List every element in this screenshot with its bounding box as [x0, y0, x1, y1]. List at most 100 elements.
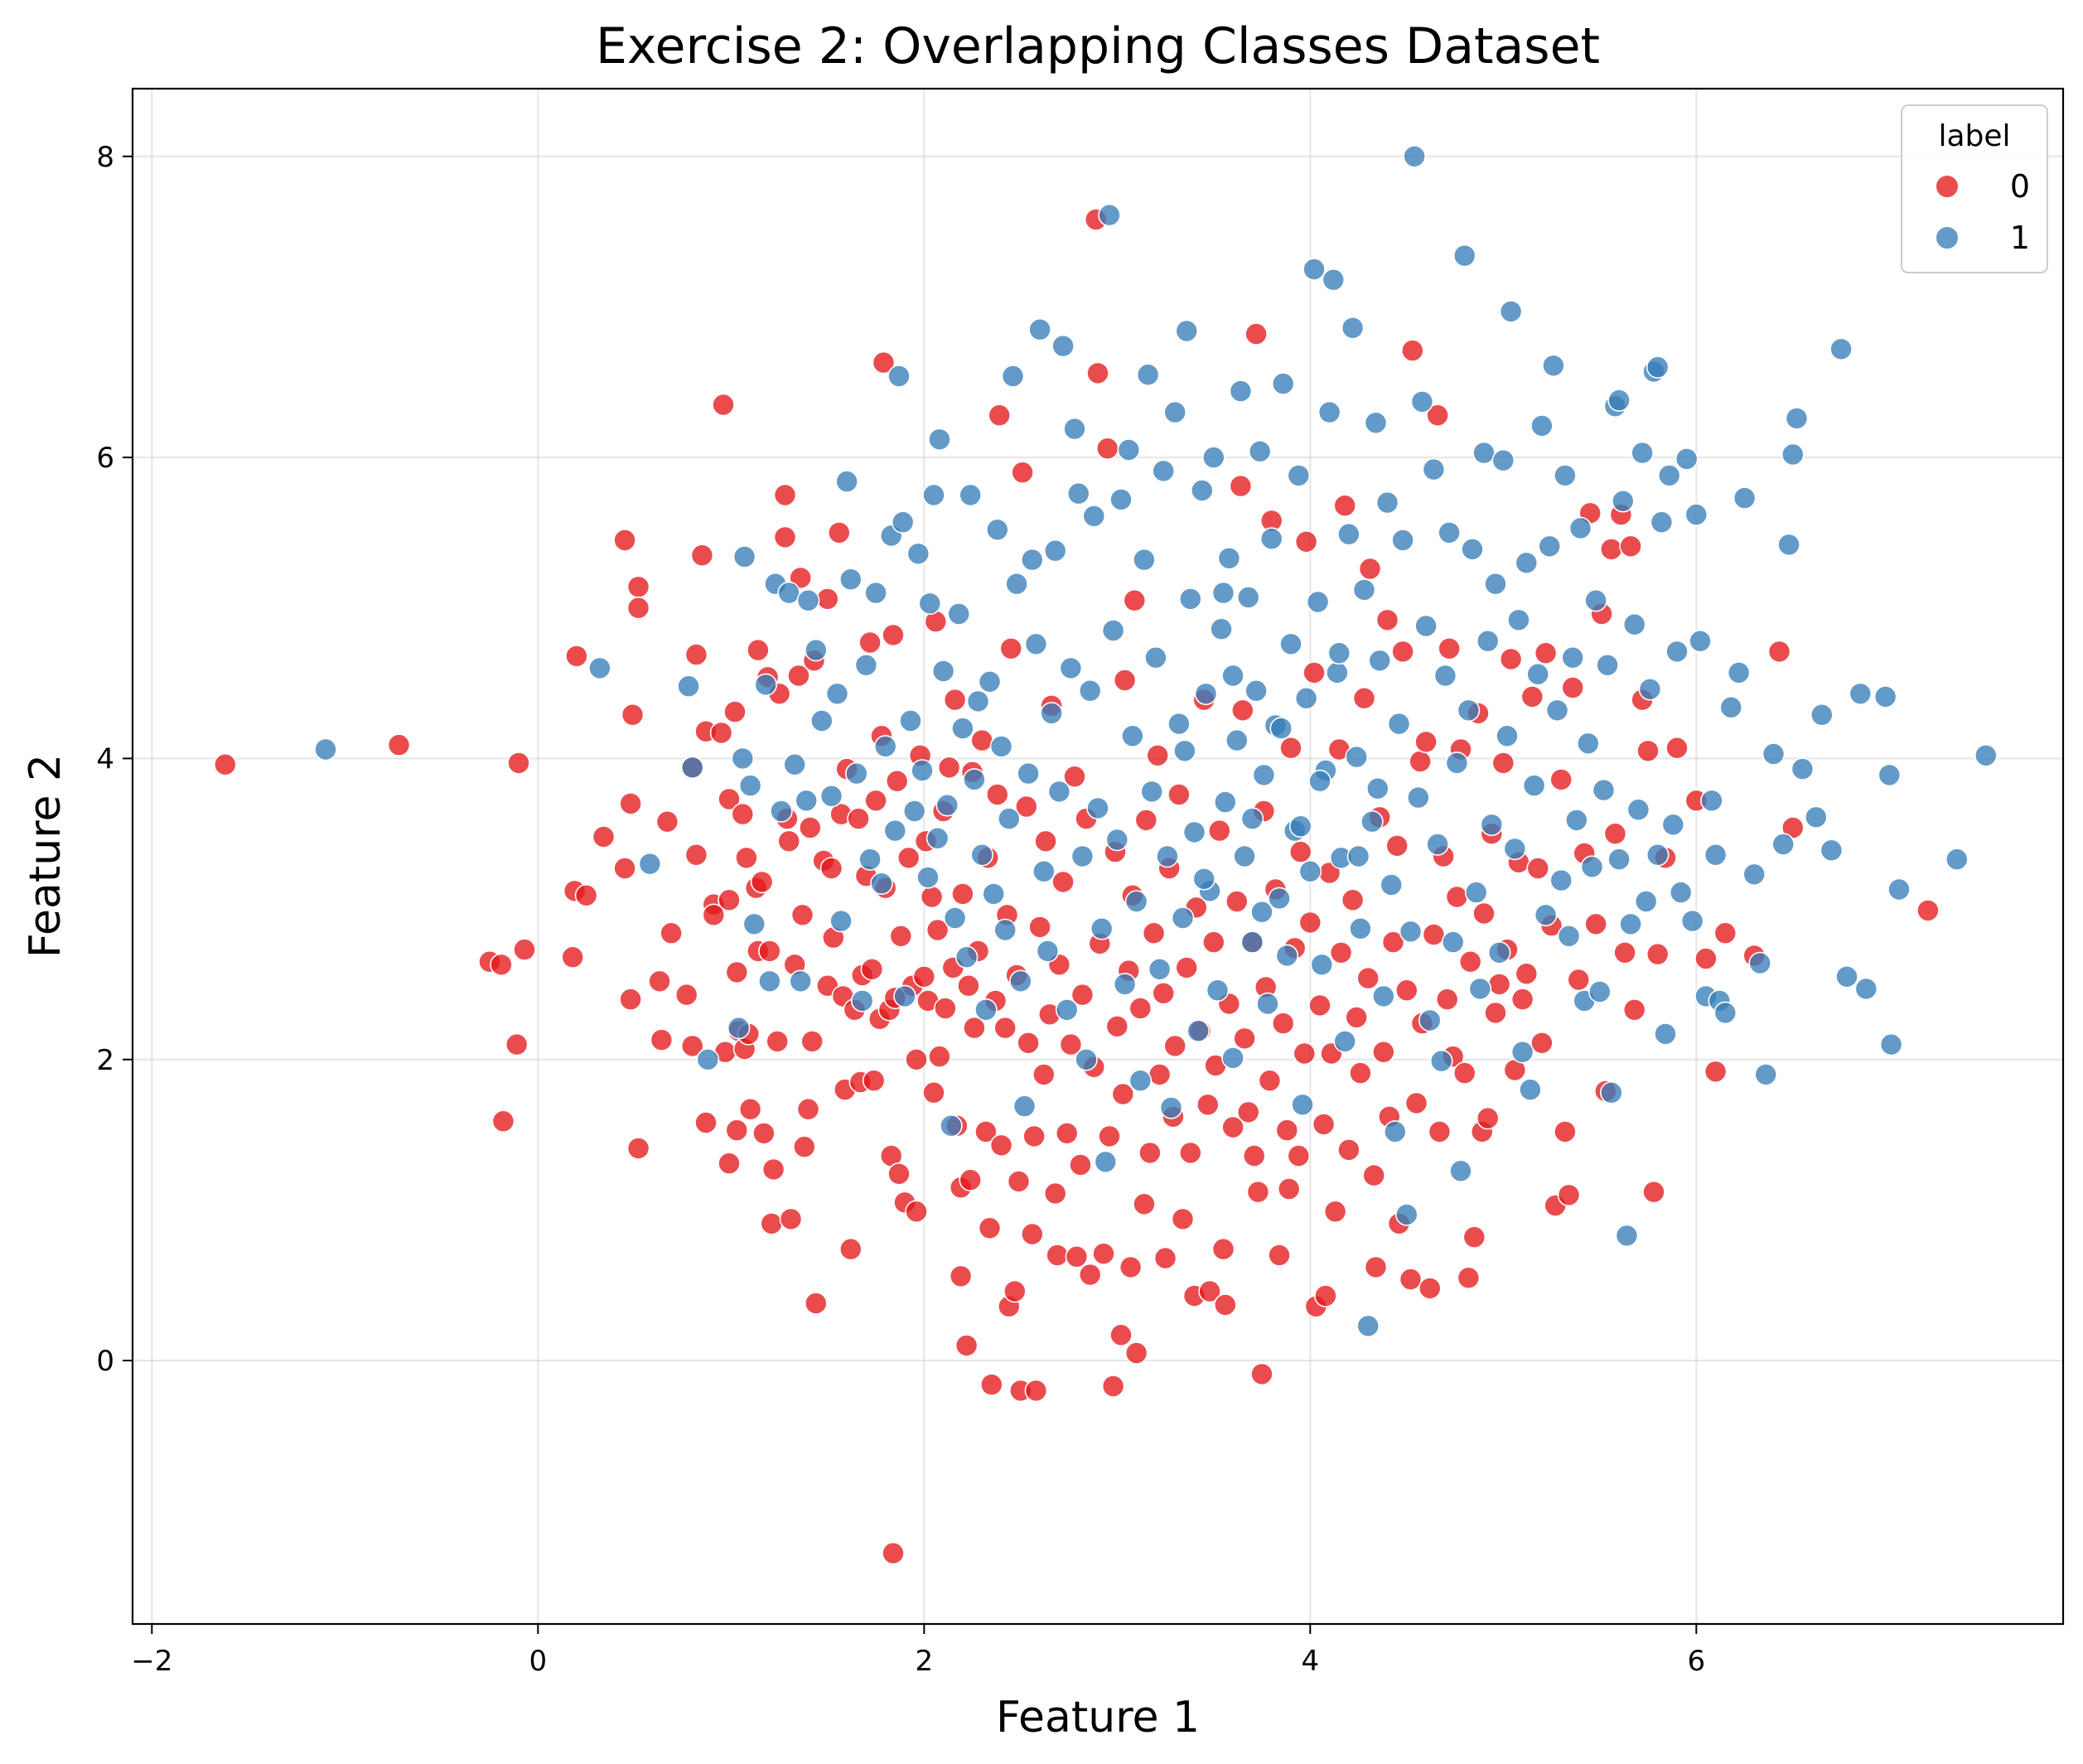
data-point-class-0 — [1007, 1170, 1031, 1193]
x-tick-label: 4 — [1301, 1645, 1319, 1678]
data-point-class-1 — [789, 969, 813, 993]
data-point-class-1 — [1675, 447, 1699, 471]
data-point-class-1 — [1661, 813, 1685, 837]
data-point-class-1 — [1086, 796, 1109, 820]
data-point-class-0 — [387, 733, 411, 756]
data-point-class-1 — [951, 717, 974, 740]
data-point-class-1 — [1588, 980, 1612, 1003]
data-point-class-1 — [845, 761, 868, 785]
data-point-class-0 — [718, 1152, 741, 1175]
data-point-class-0 — [1526, 857, 1549, 880]
data-point-class-1 — [1013, 1095, 1037, 1118]
data-point-class-0 — [787, 664, 810, 688]
data-point-class-0 — [619, 988, 642, 1011]
data-point-class-1 — [314, 737, 337, 761]
data-point-class-1 — [1287, 464, 1311, 487]
data-point-class-1 — [1854, 977, 1878, 1001]
data-point-class-0 — [1111, 1082, 1135, 1106]
data-point-class-0 — [1294, 529, 1318, 553]
chart-title: Exercise 2: Overlapping Classes Dataset — [596, 17, 1600, 75]
data-point-class-0 — [1520, 685, 1544, 708]
data-point-class-1 — [966, 689, 990, 713]
data-point-class-1 — [1152, 459, 1175, 483]
data-point-class-1 — [1584, 588, 1607, 612]
data-point-class-0 — [1358, 557, 1382, 581]
data-point-class-1 — [998, 807, 1021, 830]
data-point-class-0 — [819, 857, 843, 880]
data-point-class-1 — [873, 735, 897, 758]
data-point-class-0 — [1221, 1115, 1244, 1139]
data-point-class-0 — [725, 1119, 749, 1142]
data-point-class-0 — [1268, 1244, 1291, 1267]
data-point-class-0 — [626, 596, 650, 620]
data-point-class-0 — [1032, 1063, 1056, 1086]
data-point-class-1 — [993, 918, 1017, 942]
data-point-class-1 — [899, 709, 922, 732]
data-point-class-0 — [1323, 1200, 1347, 1223]
data-point-class-0 — [660, 921, 683, 945]
data-point-class-0 — [613, 529, 636, 552]
plot-frame — [131, 87, 2065, 1626]
data-point-class-1 — [1252, 763, 1276, 787]
data-point-class-0 — [680, 1034, 704, 1058]
data-point-class-0 — [1043, 1182, 1067, 1206]
data-point-class-0 — [1438, 636, 1461, 660]
data-point-class-1 — [1302, 258, 1326, 281]
data-point-class-0 — [1017, 1032, 1040, 1055]
data-point-class-0 — [1457, 1266, 1481, 1289]
data-point-class-1 — [1650, 510, 1674, 534]
data-point-class-1 — [1704, 843, 1728, 867]
data-point-class-1 — [918, 592, 942, 616]
data-point-class-0 — [1613, 941, 1636, 964]
data-point-class-0 — [1202, 930, 1225, 954]
data-point-class-1 — [1395, 1203, 1418, 1226]
data-point-class-0 — [943, 688, 967, 712]
data-point-class-0 — [882, 1541, 905, 1565]
data-point-class-0 — [1179, 1141, 1202, 1165]
data-point-class-1 — [810, 709, 834, 732]
data-point-class-0 — [1308, 993, 1331, 1017]
data-point-class-0 — [872, 350, 896, 375]
data-point-class-0 — [1138, 1141, 1162, 1165]
data-point-class-1 — [1098, 203, 1121, 227]
x-axis-label: Feature 1 — [996, 1693, 1200, 1742]
data-point-class-1 — [1256, 992, 1279, 1016]
data-point-class-0 — [684, 843, 708, 867]
data-point-class-0 — [1146, 743, 1169, 767]
data-point-class-0 — [1549, 768, 1573, 791]
data-point-class-0 — [1113, 669, 1137, 692]
data-point-class-1 — [758, 969, 781, 993]
data-point-class-1 — [1727, 661, 1751, 684]
data-point-class-1 — [947, 602, 970, 626]
data-point-class-1 — [911, 759, 934, 782]
data-point-class-1 — [1476, 629, 1500, 653]
legend-label-0: 0 — [2010, 168, 2030, 205]
data-point-class-1 — [1028, 317, 1051, 341]
data-point-class-0 — [1119, 1255, 1143, 1279]
data-point-class-0 — [1491, 752, 1515, 775]
data-point-class-1 — [1066, 481, 1090, 505]
data-point-class-1 — [1250, 900, 1273, 924]
data-point-class-0 — [626, 575, 650, 599]
data-point-class-1 — [1568, 516, 1592, 540]
data-point-class-1 — [864, 581, 887, 605]
data-point-class-0 — [723, 700, 747, 723]
data-point-class-1 — [1345, 745, 1368, 769]
data-point-class-0 — [561, 945, 585, 969]
data-point-class-1 — [804, 638, 828, 662]
data-point-class-0 — [505, 1032, 529, 1056]
data-point-class-1 — [1380, 873, 1403, 896]
data-point-class-0 — [905, 1048, 928, 1071]
data-point-class-0 — [491, 1109, 515, 1133]
data-point-class-1 — [1680, 909, 1704, 933]
data-point-class-0 — [1302, 661, 1326, 684]
data-point-class-0 — [1171, 1207, 1195, 1231]
data-point-class-1 — [1269, 717, 1293, 740]
data-point-class-1 — [1781, 442, 1805, 466]
x-tick-label: 6 — [1687, 1645, 1705, 1678]
data-point-class-0 — [1198, 1279, 1221, 1303]
data-point-class-1 — [1070, 844, 1095, 868]
data-point-class-0 — [1534, 641, 1558, 665]
data-point-class-0 — [1352, 686, 1376, 710]
data-point-class-0 — [1236, 1100, 1260, 1124]
